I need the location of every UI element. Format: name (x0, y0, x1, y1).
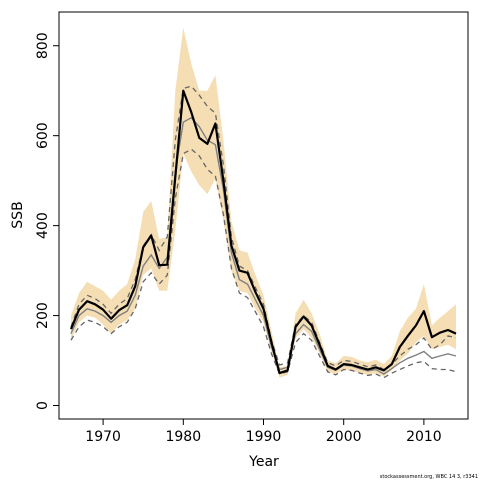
confidence-band (71, 27, 456, 378)
x-axis-title: Year (248, 454, 279, 470)
y-tick-label: 800 (35, 32, 51, 59)
x-tick-label: 1980 (165, 429, 201, 445)
x-tick-label: 1990 (246, 429, 282, 445)
y-tick-label: 200 (35, 302, 51, 329)
plot-background (59, 12, 468, 419)
ssb-estimate-line (69, 89, 457, 375)
y-tick-label: 400 (35, 212, 51, 239)
comparison-upper-line (70, 85, 457, 371)
x-tick-label: 2010 (406, 429, 442, 445)
y-axis-title: SSB (10, 201, 26, 228)
comparison-lower-line (70, 148, 457, 379)
comparison-mean-line (70, 116, 457, 375)
x-tick-label: 1970 (85, 429, 121, 445)
y-tick-label: 600 (35, 122, 51, 149)
y-tick-label: 0 (35, 401, 51, 410)
x-tick-label: 2000 (326, 429, 362, 445)
credit-text: stockassessment.org, WBC 14 3, r3341 (380, 474, 478, 480)
